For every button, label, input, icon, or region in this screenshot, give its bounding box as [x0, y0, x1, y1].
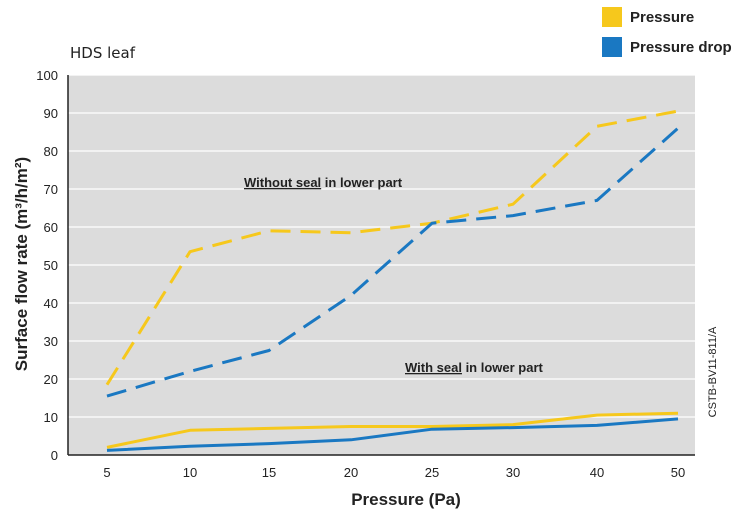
series-lines — [105, 109, 679, 452]
chart-subtitle: HDS leaf — [70, 44, 135, 62]
series-line-pressure-drop-without-seal — [106, 127, 679, 398]
annotation-without-seal-rest: in lower part — [321, 175, 403, 190]
series-line-pressure-with-seal — [106, 411, 679, 449]
y-tick-label: 80 — [44, 144, 58, 159]
x-tick-label: 20 — [344, 465, 358, 480]
y-tick-label: 40 — [44, 296, 58, 311]
legend-item-pressure: Pressure — [602, 6, 732, 28]
y-tick-label: 30 — [44, 334, 58, 349]
y-tick-label: 0 — [51, 448, 58, 463]
legend-label-pressure-drop: Pressure drop — [630, 38, 732, 56]
x-tick-label: 50 — [671, 465, 685, 480]
x-axis-label: Pressure (Pa) — [351, 490, 461, 509]
legend-swatch-pressure-drop — [602, 37, 622, 57]
y-tick-label: 60 — [44, 220, 58, 235]
y-tick-label: 10 — [44, 410, 58, 425]
gridlines — [68, 74, 695, 418]
y-axis-label: Surface flow rate (m³/h/m²) — [12, 157, 31, 371]
y-tick-label: 90 — [44, 106, 58, 121]
series-line-pressure-drop-with-seal — [106, 417, 679, 452]
y-tick-label: 50 — [44, 258, 58, 273]
x-tick-label: 25 — [425, 465, 439, 480]
y-tick-label: 70 — [44, 182, 58, 197]
annotation-without-seal-underlined: Without seal — [244, 175, 321, 190]
annotation-without-seal: Without seal in lower part — [244, 175, 403, 190]
legend-item-pressure-drop: Pressure drop — [602, 36, 732, 58]
legend-label-pressure: Pressure — [630, 8, 695, 26]
y-tick-label: 100 — [36, 68, 58, 83]
x-tick-label: 10 — [183, 465, 197, 480]
annotation-with-seal-underlined: With seal — [405, 360, 462, 375]
reference-code: CSTB-BV11-811/A — [707, 326, 719, 417]
annotation-with-seal-rest: in lower part — [462, 360, 544, 375]
x-tick-label: 5 — [103, 465, 110, 480]
annotation-with-seal: With seal in lower part — [405, 360, 544, 375]
legend: Pressure Pressure drop — [602, 6, 732, 66]
x-tick-label: 15 — [262, 465, 276, 480]
legend-swatch-pressure — [602, 7, 622, 27]
x-tick-label: 30 — [506, 465, 520, 480]
axes: 0 10 20 30 40 50 60 70 80 90 100 5 10 15 20 25 30 40 50 — [36, 68, 695, 480]
series-line-pressure-without-seal — [105, 109, 679, 386]
x-tick-label: 40 — [590, 465, 604, 480]
y-tick-label: 20 — [44, 372, 58, 387]
